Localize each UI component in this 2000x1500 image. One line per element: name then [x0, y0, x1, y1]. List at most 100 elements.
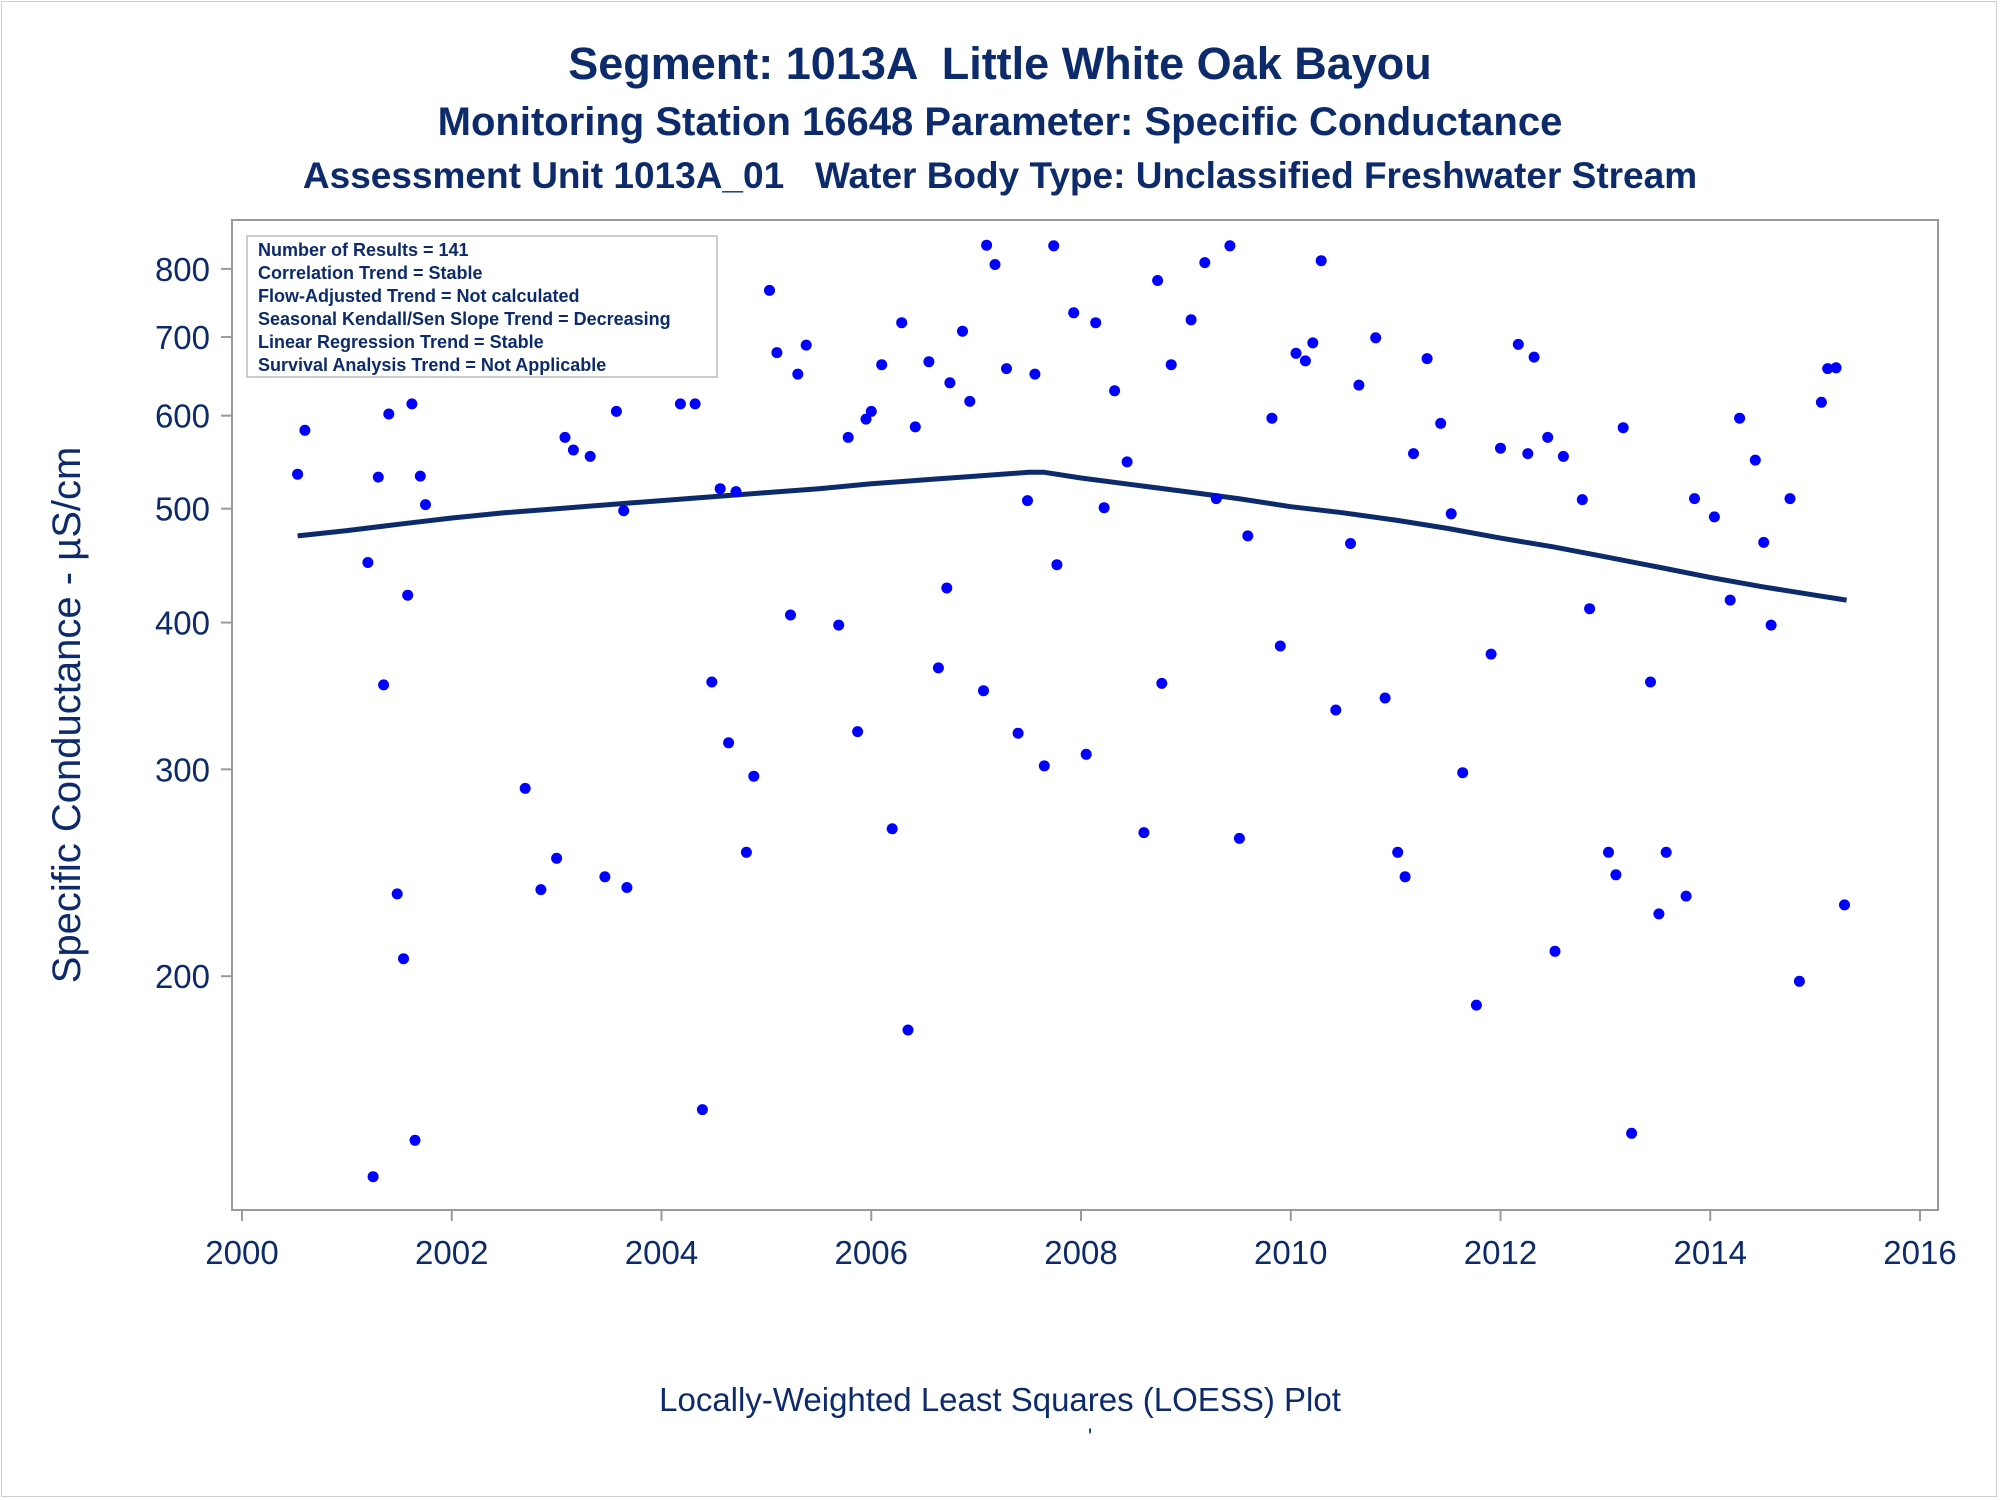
x-tick-label: 2004 — [625, 1234, 698, 1271]
data-point — [1457, 767, 1469, 779]
data-point — [1353, 379, 1365, 391]
x-tick-label: 2006 — [835, 1234, 908, 1271]
data-point — [1445, 508, 1457, 520]
data-point — [519, 782, 531, 794]
data-point — [1233, 832, 1245, 844]
data-point — [1470, 999, 1482, 1011]
data-point — [932, 662, 944, 674]
data-point — [414, 470, 426, 482]
data-point — [1485, 648, 1497, 660]
y-axis-label: Specific Conductance - µS/cm — [45, 447, 89, 984]
data-points — [292, 239, 1850, 1183]
data-point — [599, 871, 611, 883]
data-point — [1528, 351, 1540, 363]
data-point — [406, 398, 418, 410]
data-point — [1109, 385, 1121, 397]
y-tick-label: 600 — [155, 398, 210, 435]
x-tick-label: 2012 — [1464, 1234, 1537, 1271]
data-point — [957, 325, 968, 337]
data-point — [1392, 846, 1404, 858]
inset-line: Number of Results = 141 — [258, 240, 469, 260]
data-point — [696, 1104, 708, 1116]
chart-subtitle-2: Assessment Unit 1013A_01 Water Body Type… — [302, 155, 1698, 196]
data-point — [1029, 368, 1041, 380]
data-point — [706, 676, 718, 688]
data-point — [1165, 359, 1177, 371]
data-point — [852, 726, 864, 738]
data-point — [1542, 431, 1554, 443]
data-point — [730, 486, 742, 498]
data-point — [941, 582, 953, 594]
data-point — [1068, 307, 1080, 319]
inset-line: Flow-Adjusted Trend = Not calculated — [258, 286, 580, 306]
data-point — [567, 444, 579, 456]
data-point — [978, 685, 989, 697]
data-point — [785, 609, 796, 621]
data-point — [1370, 332, 1382, 344]
x-tick-label: 2008 — [1044, 1234, 1117, 1271]
data-point — [1038, 760, 1050, 772]
data-point — [792, 368, 804, 380]
data-point — [618, 505, 630, 517]
data-point — [981, 239, 993, 251]
data-point — [1290, 347, 1302, 359]
data-point — [1749, 454, 1761, 466]
data-point — [1557, 450, 1569, 462]
data-point — [909, 421, 921, 433]
data-point — [1224, 240, 1236, 252]
data-point — [1185, 314, 1197, 326]
data-point — [860, 413, 872, 425]
data-point — [771, 347, 783, 359]
x-axis: 2000 2002 2004 2006 2008 2010 2012 2014 2016 — [205, 1210, 1957, 1271]
data-point — [1584, 603, 1596, 615]
y-tick-label: 400 — [155, 605, 210, 642]
data-point — [1522, 448, 1534, 460]
data-point — [1421, 353, 1433, 365]
data-point — [1199, 257, 1211, 269]
data-point — [292, 468, 304, 480]
data-point — [800, 339, 812, 351]
data-point — [1242, 530, 1254, 542]
data-point — [1048, 240, 1060, 252]
trend-stats-box: Number of Results = 141 Correlation Tren… — [246, 235, 718, 378]
data-point — [1307, 337, 1319, 349]
data-point — [740, 846, 752, 858]
plot-area — [231, 219, 1939, 1211]
data-point — [1734, 412, 1746, 424]
chart-caption: Locally-Weighted Least Squares (LOESS) P… — [659, 1381, 1341, 1418]
data-point — [402, 589, 414, 601]
data-point — [372, 471, 384, 483]
data-point — [1793, 975, 1805, 987]
data-point — [944, 377, 956, 389]
inset-line: Seasonal Kendall/Sen Slope Trend = Decre… — [258, 309, 671, 329]
data-point — [723, 737, 735, 749]
data-point — [674, 398, 686, 410]
data-point — [1330, 704, 1342, 716]
data-point — [1266, 412, 1278, 424]
data-point — [1626, 1127, 1638, 1139]
data-point — [1299, 355, 1311, 367]
data-point — [1724, 594, 1736, 606]
y-axis: 200 300 400 500 600 700 800 — [155, 251, 232, 995]
y-tick-label: 500 — [155, 491, 210, 528]
data-point — [1549, 945, 1561, 957]
data-point — [1022, 495, 1033, 507]
data-point — [896, 317, 908, 329]
y-tick-label: 700 — [155, 319, 210, 356]
data-point — [1822, 363, 1834, 375]
data-point — [1839, 899, 1850, 911]
data-point — [764, 284, 775, 296]
data-point — [1495, 442, 1506, 454]
data-point — [1274, 640, 1286, 652]
data-point — [1758, 536, 1770, 548]
data-point — [1379, 692, 1391, 704]
data-point — [1617, 422, 1629, 434]
data-point — [391, 888, 403, 900]
data-point — [367, 1171, 379, 1183]
data-point — [1610, 869, 1622, 881]
inset-line: Linear Regression Trend = Stable — [258, 332, 544, 352]
trend-stats-box-border — [246, 235, 718, 378]
data-point — [1689, 493, 1700, 505]
data-point — [409, 1134, 421, 1146]
